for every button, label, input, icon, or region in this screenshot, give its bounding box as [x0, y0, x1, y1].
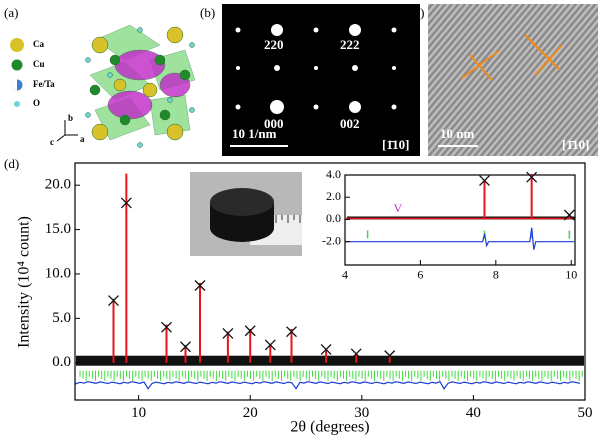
hrtem-image	[428, 4, 598, 156]
plot-area	[344, 174, 576, 266]
panel-b: (b) 220 222 000 002 10 1/nm [1̄10]	[200, 4, 420, 156]
bragg-ticks	[79, 370, 583, 381]
x-tick-label: 20	[243, 405, 258, 421]
crystal-structure	[85, 24, 196, 148]
panel-c: (c) 10 nm [1̄10]	[410, 4, 598, 156]
zone-axis: [1̄10]	[562, 137, 589, 152]
panel-label: (d)	[4, 156, 19, 171]
observed-point	[479, 175, 490, 187]
observed-point	[161, 321, 172, 333]
background-noise	[76, 355, 584, 366]
legend-swatch	[10, 38, 24, 52]
spot-label: 002	[340, 116, 360, 131]
x-tick-label: 4	[342, 268, 348, 282]
axis-arrow	[56, 134, 66, 142]
panel-label: (b)	[200, 5, 215, 20]
y-tick-label: 20.0	[45, 177, 71, 193]
x-tick-label: 50	[578, 405, 593, 421]
y-tick-label: 2.0	[326, 189, 341, 203]
axis-label: b	[68, 113, 73, 123]
x-axis-label: 2θ (degrees)	[290, 419, 369, 436]
observed-point	[120, 197, 132, 209]
y-tick-label: 15.0	[45, 221, 71, 237]
plot: -2.0 0.0 2.0 4.0 4 6 8 10 V	[322, 167, 577, 282]
observed-point	[286, 326, 297, 338]
zone-axis: [1̄10]	[382, 137, 409, 152]
diffraction-image	[222, 4, 420, 156]
legend-swatch	[11, 59, 23, 71]
pellet-top	[210, 188, 274, 216]
observed-point	[180, 341, 191, 353]
observed-point	[320, 343, 332, 355]
legend-label: Fe/Ta	[33, 79, 55, 89]
observed-point	[350, 348, 362, 360]
observed-point	[222, 327, 234, 339]
observed-point	[194, 280, 206, 291]
x-tick-label: 10	[565, 268, 577, 282]
scale-bar-label: 10 1/nm	[232, 126, 277, 141]
sample-photo	[190, 172, 302, 256]
difference-curve	[75, 380, 581, 390]
y-tick-label: 5.0	[52, 310, 71, 326]
spot-label: 222	[340, 37, 360, 52]
spot-label: 220	[264, 37, 284, 52]
x-tick-label: 40	[466, 405, 481, 421]
spot-label: 000	[264, 116, 284, 131]
legend-label: Ca	[33, 39, 44, 49]
y-tick-label: 10.0	[45, 265, 71, 281]
observed-point	[563, 209, 575, 221]
annotation: V	[393, 201, 402, 215]
legend-label: Cu	[33, 59, 45, 69]
observed-point	[384, 350, 396, 362]
observed-point	[108, 295, 119, 307]
lattice-markers	[461, 34, 563, 81]
y-tick-label: -2.0	[322, 233, 341, 247]
scale-bar-label: 10 nm	[440, 126, 474, 141]
y-axis-label: Intensity (10⁴ count)	[16, 216, 33, 348]
diffraction-spots	[235, 24, 397, 114]
x-tick-label: 10	[131, 405, 146, 421]
panel-label: (c)	[410, 5, 424, 20]
axis-label: c	[50, 137, 54, 147]
panel-label: (a)	[4, 5, 18, 20]
y-tick-label: 0.0	[326, 211, 341, 225]
legend-label: O	[33, 98, 40, 108]
legend-swatch	[11, 79, 17, 91]
legend-swatch	[14, 101, 20, 107]
axis-label: a	[80, 134, 85, 144]
x-tick-label: 8	[493, 268, 499, 282]
panel-d: (d) Intensity (10⁴ count) 2θ (degrees)	[4, 156, 370, 436]
observed-point	[526, 171, 538, 183]
x-tick-label: 30	[354, 405, 369, 421]
y-tick-label: 4.0	[326, 167, 341, 181]
x-tick-label: 6	[417, 268, 423, 282]
panel-a: (a) Ca Cu Fe/Ta O b c a	[4, 5, 196, 148]
observed-point	[244, 325, 256, 337]
observed-point	[264, 339, 276, 351]
difference-curve	[346, 227, 574, 250]
y-tick-label: 0.0	[52, 354, 71, 370]
